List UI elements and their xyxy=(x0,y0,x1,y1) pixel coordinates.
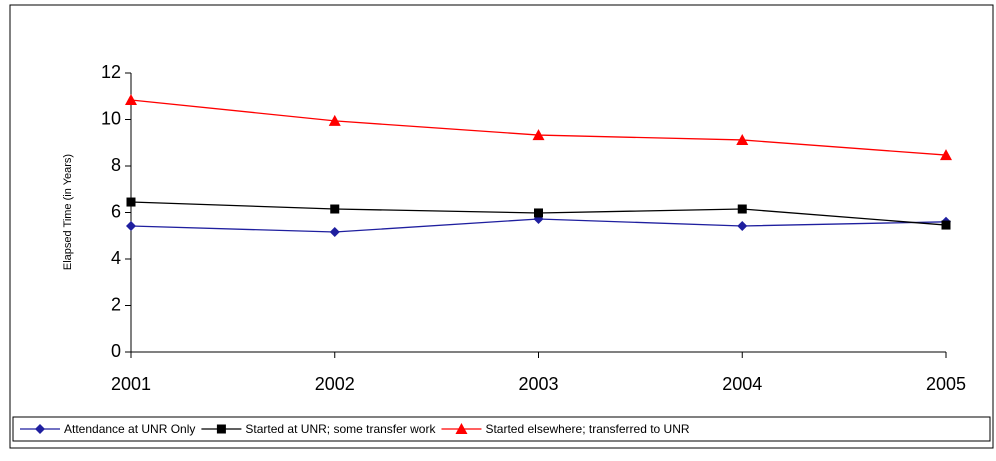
y-axis-label: Elapsed Time (in Years) xyxy=(62,154,74,270)
data-point xyxy=(125,93,137,105)
data-point xyxy=(737,220,748,231)
x-tick-label: 2001 xyxy=(111,374,151,394)
y-tick-label: 0 xyxy=(111,341,121,361)
y-tick-label: 4 xyxy=(111,248,121,268)
y-tick-label: 6 xyxy=(111,201,121,221)
legend-marker xyxy=(455,423,468,434)
data-point xyxy=(737,204,747,214)
legend-label: Started elsewhere; transferred to UNR xyxy=(485,422,689,436)
legend-label: Started at UNR; some transfer work xyxy=(245,422,436,436)
data-point xyxy=(532,129,545,141)
x-tick-label: 2004 xyxy=(722,374,762,394)
data-point xyxy=(534,208,543,218)
y-tick-label: 8 xyxy=(111,155,121,175)
legend-marker xyxy=(216,424,226,434)
x-tick-label: 2005 xyxy=(926,374,966,394)
data-point xyxy=(736,133,749,145)
data-point xyxy=(940,149,952,161)
data-point xyxy=(126,220,136,231)
data-point xyxy=(330,204,340,214)
legend-box xyxy=(12,416,991,442)
y-tick-label: 12 xyxy=(101,62,121,82)
legend-marker xyxy=(35,424,45,434)
data-point xyxy=(329,227,340,238)
data-point xyxy=(328,114,341,126)
x-tick-label: 2003 xyxy=(518,374,558,394)
data-point xyxy=(941,220,951,230)
x-tick-label: 2002 xyxy=(315,374,355,394)
y-tick-label: 10 xyxy=(101,108,121,128)
legend-label: Attendance at UNR Only xyxy=(64,422,195,436)
chart-frame xyxy=(9,4,994,449)
data-point xyxy=(126,197,136,207)
y-tick-label: 2 xyxy=(111,294,121,314)
